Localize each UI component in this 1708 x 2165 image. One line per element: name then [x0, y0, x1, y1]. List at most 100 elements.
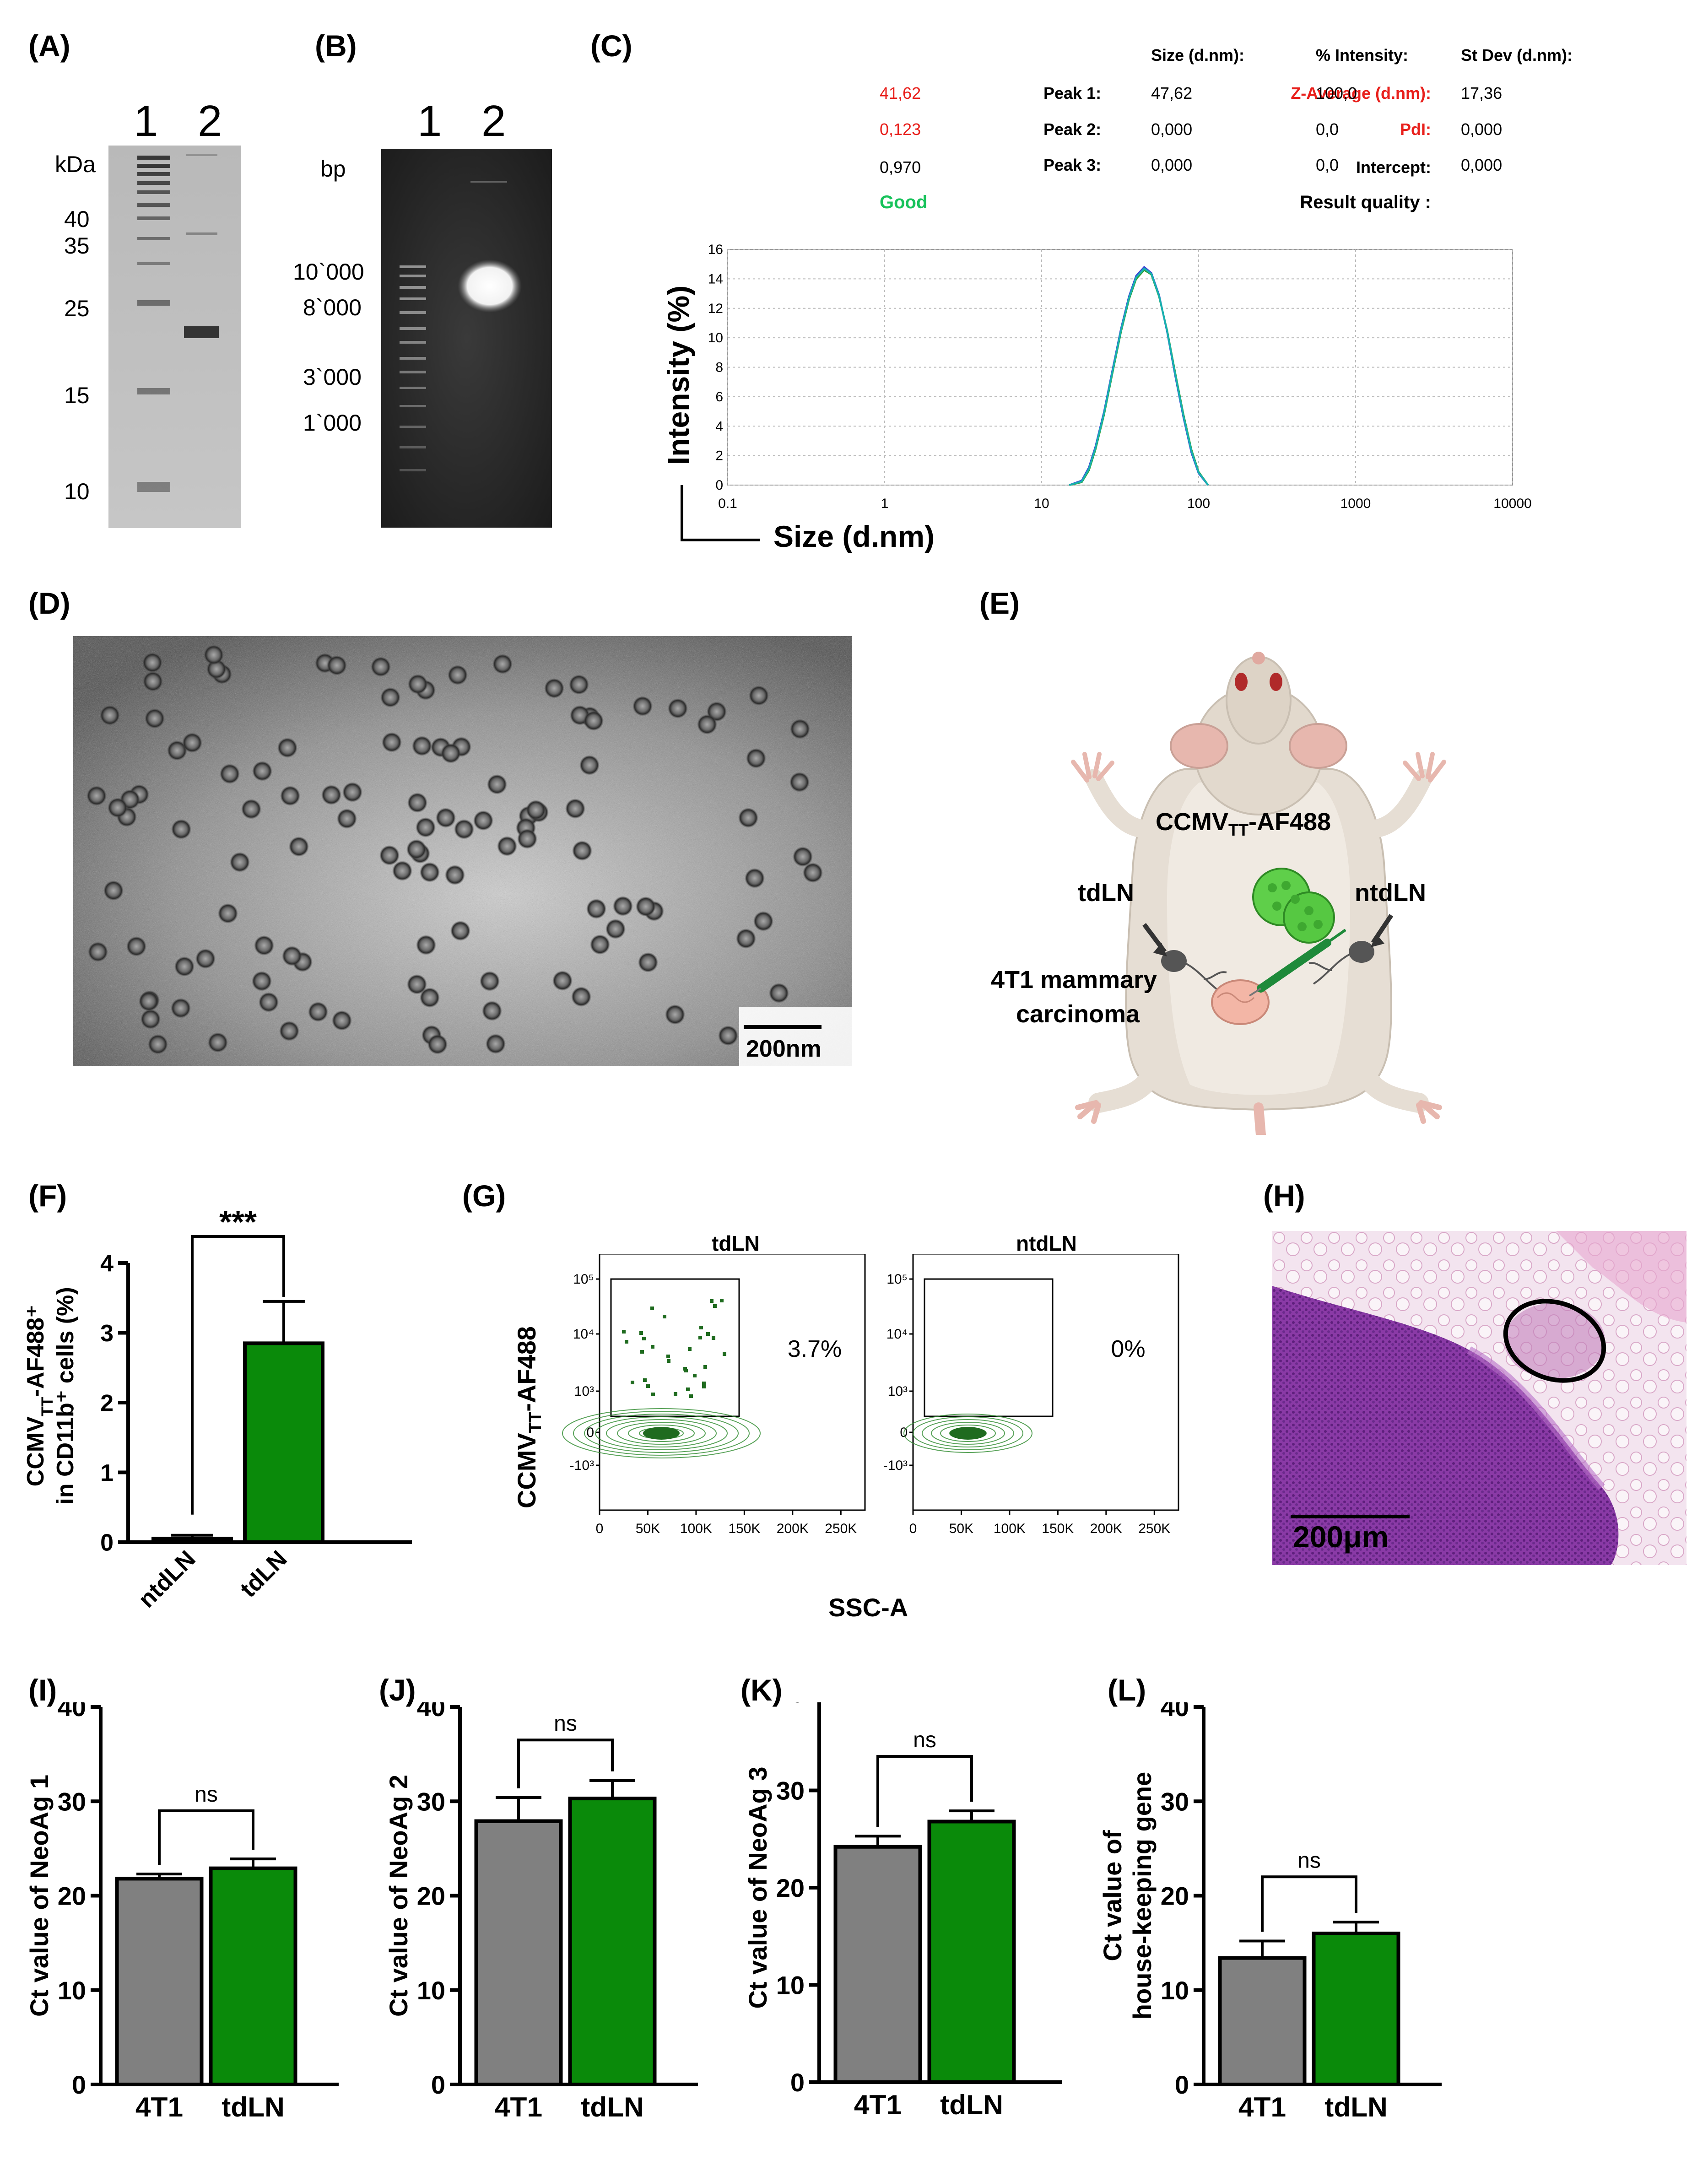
dls-intercept-value: 0,970	[880, 158, 921, 177]
flow-plot-frame	[599, 1254, 866, 1511]
vlp-particle	[195, 949, 216, 969]
y-axis-label: Ct value of NeoAg 3	[743, 1767, 772, 2009]
y-axis-label-line2: in CD11b⁺ cells (%)	[52, 1287, 79, 1504]
flow-event-dot	[622, 1330, 626, 1334]
dls-series-line	[1069, 267, 1209, 486]
vlp-particle	[380, 687, 400, 707]
vlp-particle	[613, 896, 633, 916]
vlp-particle	[487, 774, 507, 794]
vlp-particles-icon	[1252, 868, 1335, 944]
gel-b-panel: 1 2 bp 10`000 8`000 3`000 1`000	[275, 0, 572, 549]
dls-quality-label: Result quality :	[1300, 192, 1431, 212]
flow-event-dot	[650, 1307, 654, 1310]
y-tick-label: 30	[417, 1787, 445, 1816]
vlp-particle	[579, 755, 600, 775]
vlp-particle	[416, 817, 436, 837]
x-tick-label: 4T1	[854, 2089, 902, 2120]
gel-a-unit: kDa	[55, 151, 96, 177]
gel-b-marker-3000: 3`000	[303, 364, 362, 390]
y-tick-label: 0	[1175, 2070, 1189, 2099]
vlp-particle	[632, 696, 653, 716]
vlp-particle	[108, 798, 128, 818]
flow-event-dot	[643, 1378, 647, 1382]
flow-event-dot	[666, 1355, 670, 1358]
bar	[568, 1797, 657, 2086]
lymph-node-left	[1142, 923, 1227, 994]
flow-event-dot	[639, 1331, 643, 1335]
panel-label-e: (E)	[979, 586, 1020, 620]
vlp-particle	[327, 655, 347, 675]
bar	[1312, 1932, 1400, 2086]
vlp-particle	[544, 678, 564, 698]
gel-a-marker-25: 25	[64, 296, 90, 321]
flow-event-dot	[663, 1315, 666, 1318]
bar	[1218, 1956, 1307, 2086]
dls-panel: Size (d.nm): % Intensity: St Dev (d.nm):…	[572, 0, 1708, 572]
x-tick-label: 4T1	[1238, 2091, 1286, 2122]
flow-density-contour	[573, 1411, 750, 1456]
vlp-particle	[145, 708, 165, 729]
histology-scale-bar	[1291, 1515, 1410, 1518]
gel-b-unit: bp	[320, 156, 346, 182]
significance-bracket	[517, 1738, 614, 1788]
significance-bracket	[876, 1755, 973, 1827]
flow-x-tick-label: 200K	[777, 1521, 809, 1536]
tem-scale-box	[739, 1007, 852, 1066]
flow-density-contour	[595, 1416, 728, 1450]
y-tick-label: 4	[100, 1251, 114, 1277]
vlp-particle	[572, 841, 592, 861]
vlp-particle	[590, 934, 610, 955]
vlp-particle	[182, 733, 202, 753]
dls-y-tick-label: 0	[715, 478, 723, 493]
schematic-tumor-line1: 4T1 mammary	[991, 966, 1157, 993]
x-tick-label: 4T1	[135, 2091, 183, 2122]
tem-grain	[73, 636, 852, 1066]
flow-x-tick-label: 50K	[636, 1521, 660, 1536]
dls-peak3-label: Peak 3:	[1043, 156, 1102, 174]
y-tick-label: 10	[417, 1976, 445, 2005]
y-tick-label: 20	[417, 1882, 445, 1911]
flow-density-core	[643, 1427, 680, 1440]
flow-cytometry-plots: 10⁵ 10⁴ 10³ 0 -10³ 0 50K 100K 150K 200K 250K 3.7% 10…	[562, 1254, 1179, 1536]
flow-event-dot	[723, 1352, 726, 1356]
vlp-particle	[697, 714, 717, 734]
dls-plot-area	[727, 249, 1513, 486]
dls-y-tick-label: 10	[708, 330, 723, 346]
vlp-particle	[803, 863, 823, 883]
dls-peak2-label: Peak 2:	[1043, 120, 1102, 139]
schematic-ntdln-label: ntdLN	[1355, 879, 1426, 907]
vlp-particle	[103, 880, 124, 901]
vlp-particle	[605, 919, 626, 939]
dls-y-tick-label: 4	[715, 419, 723, 434]
vlp-particle	[480, 971, 500, 991]
flow-x-tick-label: 150K	[728, 1521, 760, 1536]
vlp-particle	[252, 761, 272, 781]
vlp-particle	[208, 1032, 228, 1053]
vlp-particle	[571, 987, 591, 1007]
syringe-icon	[1249, 929, 1346, 997]
significance-bracket	[158, 1809, 254, 1865]
flow-density-contour	[617, 1422, 706, 1445]
dls-y-tick-label: 6	[715, 389, 723, 405]
flow-event-dot	[667, 1359, 670, 1363]
vlp-particle	[126, 936, 146, 956]
tumor-icon	[1211, 979, 1270, 1025]
flow-event-dot	[646, 1384, 650, 1388]
vlp-particle	[167, 740, 187, 761]
flow-event-dot	[651, 1345, 654, 1349]
vlp-particle	[738, 808, 758, 828]
dls-x-tick-label: 1	[881, 496, 889, 511]
dls-y-tick-label: 12	[708, 301, 723, 316]
y-tick-label: 20	[1161, 1882, 1189, 1911]
vlp-particle	[753, 911, 773, 931]
significance-label: ns	[1297, 1848, 1321, 1873]
flow-y-tick-label: 10³	[574, 1384, 594, 1399]
histology-circle-annotation	[1503, 1299, 1606, 1383]
vlp-particle	[526, 800, 546, 820]
dls-x-tick-label: 100	[1187, 496, 1210, 511]
flow-y-tick-label: 10⁵	[886, 1272, 908, 1287]
vlp-particle	[441, 743, 461, 763]
vlp-particle	[171, 998, 191, 1018]
vlp-particle	[230, 852, 250, 872]
vlp-particle	[448, 665, 468, 685]
